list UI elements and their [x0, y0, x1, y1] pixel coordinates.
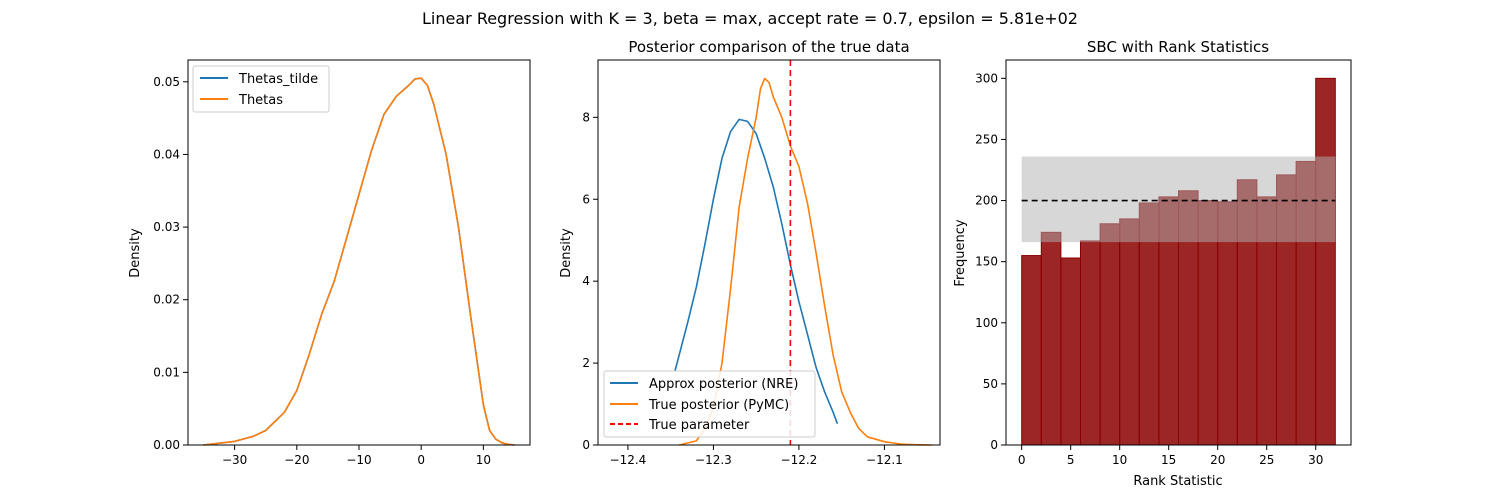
panel-3-title: SBC with Rank Statistics: [1087, 38, 1269, 56]
x-tick-label: 10: [1112, 453, 1127, 467]
panel-2-title: Posterior comparison of the true data: [628, 38, 909, 56]
histogram-bar: [1119, 218, 1140, 446]
y-tick-label: 0.01: [153, 365, 180, 379]
y-tick-label: 100: [975, 316, 998, 330]
panel-kde-thetas: −30 −20 −10 0 10 0.00 0.01 0.02 0.03 0.04 0.05 Den…: [128, 59, 531, 467]
x-tick-label: −12.4: [610, 453, 647, 467]
panel-1-axes-frame: −30 −20 −10 0 10 0.00 0.01 0.02 0.03 0.04 0.05: [153, 59, 531, 467]
panel-posterior-comparison: Posterior comparison of the true data −1…: [559, 38, 941, 467]
y-tick-label: 0.05: [153, 75, 180, 89]
histogram-bar: [1040, 231, 1062, 446]
x-tick-label: −12.3: [695, 453, 732, 467]
x-tick-label: −10: [346, 453, 371, 467]
series-line-thetas-tilde: [203, 77, 515, 446]
panel-2-axes-frame: −12.4 −12.3 −12.2 −12.1 0 2 4 6 8: [582, 59, 941, 467]
x-tick-label: 0: [417, 453, 425, 467]
y-tick-label: 150: [975, 255, 998, 269]
x-tick-label: 10: [476, 453, 491, 467]
x-tick-label: 20: [1210, 453, 1225, 467]
axes-border: [597, 59, 941, 446]
histogram-bar: [1079, 240, 1101, 446]
x-tick-label: 25: [1259, 453, 1274, 467]
y-tick-label: 0.00: [153, 438, 180, 452]
y-tick-label: 0: [990, 438, 998, 452]
y-tick-label: 250: [975, 132, 998, 146]
y-tick-label: 50: [983, 377, 998, 391]
x-tick-label: 5: [1067, 453, 1075, 467]
series-line-approx-posterior-nre: [674, 118, 839, 424]
histogram-bar: [1099, 223, 1121, 446]
legend-label-approx-posterior: Approx posterior (NRE): [649, 377, 798, 392]
x-tick-label: 30: [1308, 453, 1323, 467]
panel-2-ylabel: Density: [559, 228, 574, 278]
x-tick-label: −30: [222, 453, 247, 467]
axes-border: [1005, 59, 1352, 446]
panel-sbc-rank: SBC with Rank Statistics 0 5 10 15 20 25 30050…: [953, 38, 1352, 489]
panel-3-ylabel: Frequency: [953, 219, 968, 286]
y-tick-label: 2: [582, 356, 590, 370]
y-tick-label: 300: [975, 71, 998, 85]
panel-2-legend: Approx posterior (NRE) True posterior (P…: [603, 370, 816, 438]
y-tick-label: 4: [582, 274, 590, 288]
histogram-bar: [1021, 255, 1042, 446]
y-tick-label: 200: [975, 194, 998, 208]
y-tick-label: 0.03: [153, 220, 180, 234]
figure-suptitle: Linear Regression with K = 3, beta = max…: [422, 9, 1078, 28]
legend-label-thetas-tilde: Thetas_tilde: [238, 72, 318, 87]
histogram-bar: [1060, 257, 1081, 446]
x-tick-label: 15: [1161, 453, 1176, 467]
panel-3-xlabel: Rank Statistic: [1133, 474, 1222, 489]
y-tick-label: 0.02: [153, 293, 180, 307]
histogram-bar: [1315, 77, 1336, 446]
y-tick-label: 8: [582, 110, 590, 124]
panel-1-legend: Thetas_tilde Thetas: [192, 65, 330, 113]
panel-1-ylabel: Density: [128, 228, 143, 278]
series-line-thetas: [203, 77, 515, 446]
y-tick-label: 6: [582, 192, 590, 206]
panel-1-plot-area: [203, 77, 515, 446]
legend-label-true-parameter: True parameter: [648, 418, 750, 433]
axes-border: [187, 59, 531, 446]
y-tick-label: 0.04: [153, 147, 180, 161]
panel-3-plot-area: [1021, 77, 1336, 446]
x-tick-label: −12.2: [781, 453, 818, 467]
legend-label-thetas: Thetas: [238, 93, 283, 108]
y-tick-label: 0: [582, 438, 590, 452]
x-tick-label: 0: [1018, 453, 1026, 467]
series-line-true-posterior-pymc: [679, 77, 932, 446]
confidence-band: [1021, 156, 1336, 243]
legend-label-true-posterior: True posterior (PyMC): [648, 398, 789, 413]
x-tick-label: −12.1: [866, 453, 903, 467]
x-tick-label: −20: [284, 453, 309, 467]
